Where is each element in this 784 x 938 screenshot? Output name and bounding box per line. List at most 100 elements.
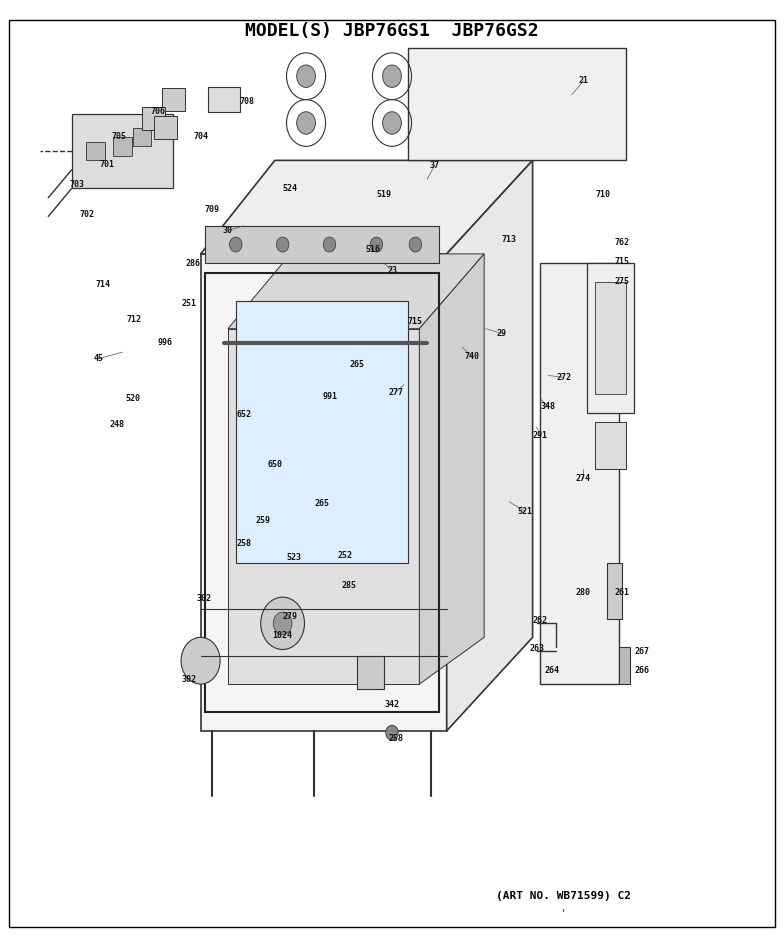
Circle shape (261, 598, 304, 649)
Text: 991: 991 (322, 391, 337, 401)
Polygon shape (595, 422, 626, 469)
Text: 274: 274 (576, 474, 591, 483)
Polygon shape (205, 226, 439, 264)
Text: 702: 702 (80, 210, 95, 219)
Circle shape (181, 637, 220, 684)
Polygon shape (132, 128, 151, 146)
Polygon shape (162, 88, 185, 111)
Polygon shape (201, 254, 447, 731)
Text: 348: 348 (541, 401, 556, 411)
Text: 521: 521 (517, 507, 532, 516)
Polygon shape (587, 264, 634, 413)
Polygon shape (236, 301, 408, 563)
Polygon shape (228, 328, 419, 684)
Text: 762: 762 (615, 238, 630, 248)
Text: 709: 709 (205, 205, 220, 215)
Text: 272: 272 (557, 372, 572, 382)
Text: 259: 259 (256, 516, 270, 525)
Text: 291: 291 (533, 431, 548, 440)
Text: 263: 263 (529, 644, 544, 653)
Text: 652: 652 (236, 410, 251, 419)
Text: 267: 267 (634, 647, 649, 656)
Text: MODEL(S) JBP76GS1  JBP76GS2: MODEL(S) JBP76GS1 JBP76GS2 (245, 22, 539, 40)
Text: 277: 277 (388, 387, 404, 397)
Circle shape (277, 237, 289, 252)
Polygon shape (201, 160, 532, 254)
Circle shape (323, 237, 336, 252)
Circle shape (409, 237, 422, 252)
Text: 29: 29 (496, 329, 506, 338)
Text: 265: 265 (350, 360, 365, 369)
Text: 279: 279 (283, 613, 298, 621)
Polygon shape (228, 254, 485, 328)
Polygon shape (142, 107, 165, 129)
Text: 701: 701 (100, 159, 114, 169)
Polygon shape (595, 282, 626, 394)
Text: 706: 706 (150, 107, 165, 116)
Text: 519: 519 (376, 189, 392, 199)
Text: 740: 740 (465, 353, 480, 361)
Text: 715: 715 (615, 257, 630, 265)
Text: 524: 524 (283, 184, 298, 193)
Text: 280: 280 (576, 588, 591, 597)
Text: 1024: 1024 (273, 631, 292, 640)
Text: 21: 21 (579, 76, 589, 85)
Polygon shape (209, 87, 240, 112)
Text: 251: 251 (181, 299, 196, 308)
Text: 23: 23 (387, 266, 397, 275)
Text: 275: 275 (615, 278, 630, 286)
Circle shape (274, 613, 292, 634)
Text: 520: 520 (125, 394, 140, 403)
Circle shape (296, 65, 315, 87)
Polygon shape (619, 646, 630, 684)
Polygon shape (419, 254, 485, 684)
Text: 715: 715 (408, 317, 423, 325)
Text: 713: 713 (502, 235, 517, 245)
Text: 708: 708 (240, 97, 255, 106)
Text: 516: 516 (365, 245, 380, 253)
Text: 285: 285 (342, 582, 357, 590)
Circle shape (296, 112, 315, 134)
Text: 523: 523 (287, 553, 302, 563)
Circle shape (386, 725, 398, 740)
Text: 286: 286 (185, 259, 200, 267)
Text: 704: 704 (193, 131, 208, 141)
Polygon shape (447, 160, 532, 731)
Circle shape (370, 237, 383, 252)
Polygon shape (607, 563, 622, 619)
Text: 265: 265 (314, 499, 329, 508)
Circle shape (230, 237, 242, 252)
Text: 342: 342 (384, 700, 400, 709)
Text: ': ' (562, 908, 565, 918)
Text: 302: 302 (181, 675, 196, 684)
Polygon shape (357, 656, 384, 688)
Text: 261: 261 (615, 588, 630, 597)
Text: 45: 45 (94, 355, 104, 363)
Text: 30: 30 (223, 226, 233, 235)
Polygon shape (71, 113, 173, 189)
Text: 712: 712 (127, 315, 142, 324)
Text: 258: 258 (388, 734, 404, 743)
Polygon shape (85, 142, 104, 160)
Text: 710: 710 (595, 190, 611, 200)
Text: 248: 248 (110, 419, 125, 429)
Polygon shape (154, 116, 177, 139)
Polygon shape (113, 137, 132, 156)
Polygon shape (408, 48, 626, 160)
Text: 37: 37 (430, 160, 440, 170)
Text: 266: 266 (634, 666, 649, 674)
Circle shape (383, 112, 401, 134)
Text: (ART NO. WB71599) C2: (ART NO. WB71599) C2 (496, 891, 631, 901)
Text: 252: 252 (338, 551, 353, 560)
Text: 258: 258 (236, 539, 251, 549)
Text: 650: 650 (267, 460, 282, 469)
Text: 264: 264 (545, 666, 560, 674)
Circle shape (383, 65, 401, 87)
Text: 302: 302 (197, 594, 212, 602)
Text: 714: 714 (96, 280, 111, 289)
Text: 262: 262 (533, 616, 548, 625)
Text: 996: 996 (158, 339, 173, 347)
Polygon shape (540, 264, 619, 684)
Text: 705: 705 (111, 131, 126, 141)
Text: 703: 703 (70, 180, 85, 189)
